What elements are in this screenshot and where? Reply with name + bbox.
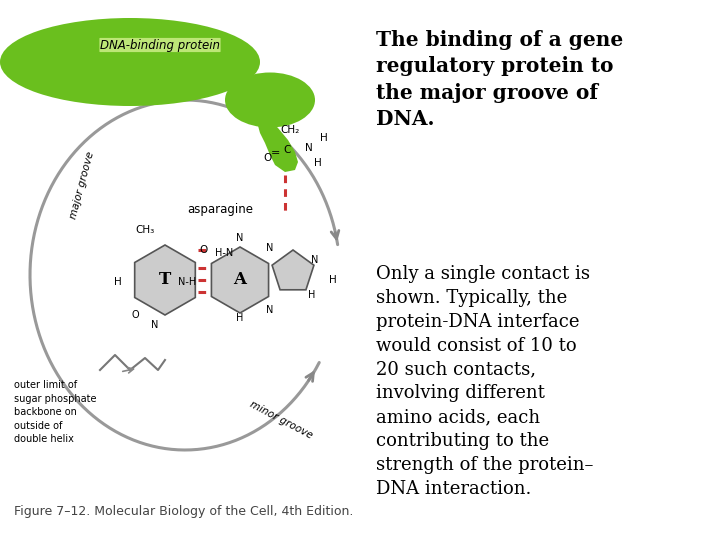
- Text: N: N: [266, 305, 274, 315]
- Text: CH₃: CH₃: [135, 225, 155, 235]
- Text: =: =: [270, 148, 279, 158]
- Polygon shape: [135, 245, 195, 315]
- Text: H: H: [308, 290, 315, 300]
- Text: N: N: [151, 320, 158, 330]
- Text: CH₂: CH₂: [280, 125, 300, 135]
- Text: O: O: [131, 310, 139, 320]
- Text: N: N: [236, 233, 243, 243]
- Text: DNA-binding protein: DNA-binding protein: [100, 38, 220, 51]
- Ellipse shape: [0, 18, 260, 106]
- Text: H: H: [114, 277, 122, 287]
- Text: N: N: [266, 243, 274, 253]
- Text: outer limit of
sugar phosphate
backbone on
outside of
double helix: outer limit of sugar phosphate backbone …: [14, 380, 96, 444]
- Text: minor groove: minor groove: [248, 399, 314, 441]
- Text: The binding of a gene
regulatory protein to
the major groove of
DNA.: The binding of a gene regulatory protein…: [376, 30, 624, 129]
- Text: H: H: [314, 158, 322, 168]
- Text: O: O: [199, 245, 207, 255]
- Text: H: H: [320, 133, 328, 143]
- Text: A: A: [233, 272, 246, 288]
- Text: T: T: [159, 272, 171, 288]
- Text: major groove: major groove: [68, 150, 96, 220]
- Text: Only a single contact is
shown. Typically, the
protein-DNA interface
would consi: Only a single contact is shown. Typicall…: [376, 265, 593, 498]
- Ellipse shape: [225, 72, 315, 127]
- Text: asparagine: asparagine: [187, 204, 253, 217]
- Text: C: C: [283, 145, 291, 155]
- Text: H-N: H-N: [215, 248, 233, 258]
- Text: Figure 7–12. Molecular Biology of the Cell, 4th Edition.: Figure 7–12. Molecular Biology of the Ce…: [14, 505, 354, 518]
- Text: H: H: [329, 275, 337, 285]
- Text: N-H: N-H: [178, 277, 196, 287]
- Polygon shape: [212, 247, 269, 313]
- Text: O: O: [264, 153, 272, 163]
- Text: N: N: [311, 255, 319, 265]
- Polygon shape: [272, 250, 314, 290]
- Polygon shape: [257, 116, 298, 172]
- Text: N: N: [305, 143, 312, 153]
- Text: H: H: [236, 313, 243, 323]
